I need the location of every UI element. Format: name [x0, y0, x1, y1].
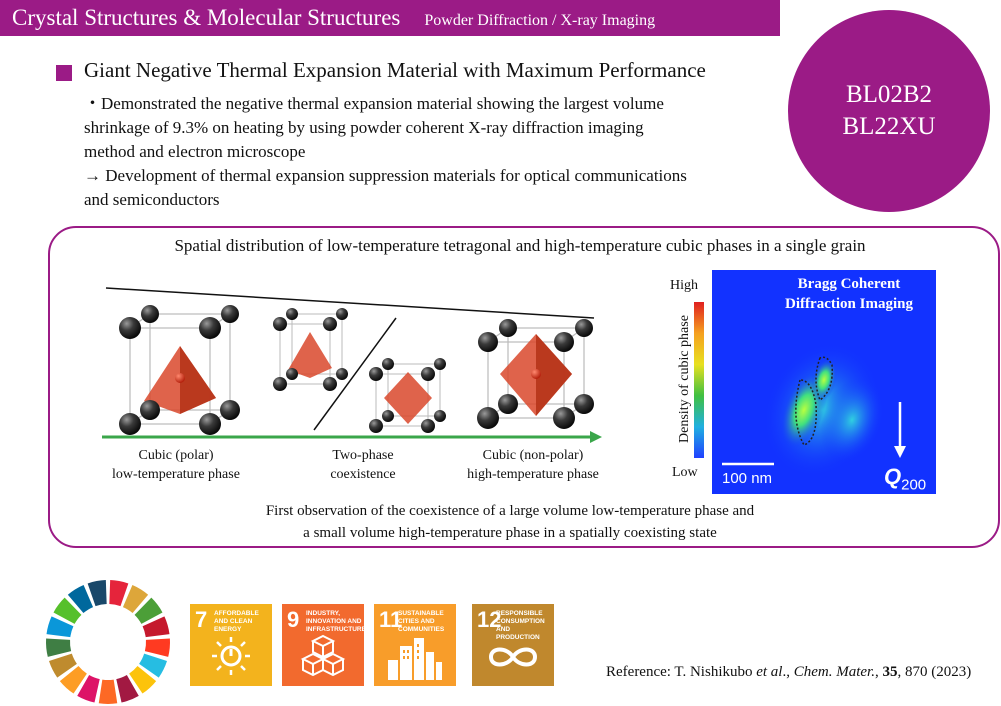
caption-line-2: a small volume high-temperature phase in…: [303, 525, 717, 541]
sun-power-icon: [212, 637, 250, 675]
sdg-tile-7: 7 AFFORDABLE AND CLEAN ENERGY: [190, 604, 272, 686]
sdg-wheel-segment: [139, 653, 167, 678]
infinity-icon: [488, 647, 538, 667]
q-vector-letter: Q: [884, 464, 902, 489]
sdg-wheel-segment: [116, 674, 139, 703]
reference: Reference: T. Nishikubo et al., Chem. Ma…: [606, 664, 971, 681]
phase-low-line2: low-temperature phase: [112, 467, 240, 482]
body-line: → Development of thermal expansion suppr…: [84, 166, 687, 185]
sdg-wheel-segment: [109, 580, 129, 607]
colorbar-axis-label: Density of cubic phase: [677, 315, 692, 443]
coexist-divider: [313, 317, 397, 431]
reference-rest: , 870 (2023): [897, 664, 972, 680]
reference-prefix: Reference: T. Nishikubo: [606, 664, 757, 680]
phase-coexist-line1: Two-phase: [332, 448, 394, 463]
sdg-wheel-icon: [45, 580, 171, 705]
figure-panel: [48, 226, 1000, 548]
scale-bar-label: 100 nm: [722, 470, 773, 487]
bcdi-density-map: [722, 342, 906, 478]
sdg-text: RESPONSIBLE CONSUMPTION AND PRODUCTION: [496, 610, 545, 641]
header-bar: Crystal Structures & Molecular Structure…: [0, 0, 780, 36]
sdg-tile-9: 9 INDUSTRY, INNOVATION AND INFRASTRUCTUR…: [282, 604, 366, 686]
phase-label-coexist: Two-phase coexistence: [303, 446, 423, 484]
city-icon: [388, 638, 442, 680]
cubic-cell: [477, 319, 594, 429]
header-subtitle: Powder Diffraction / X-ray Imaging: [424, 12, 656, 29]
colorbar: [694, 302, 704, 458]
header-title: Crystal Structures & Molecular Structure…: [12, 5, 401, 30]
sdg-wheel-segment: [98, 679, 118, 705]
tetragonal-cell: [119, 305, 240, 435]
body-line: and semiconductors: [84, 190, 220, 209]
figure-title: Spatial distribution of low-temperature …: [174, 236, 866, 255]
q-vector-arrowhead: [894, 446, 906, 458]
phase-coexist-line2: coexistence: [330, 467, 396, 482]
body-line: shrinkage of 9.3% on heating by using po…: [84, 118, 644, 137]
reference-mid: .,: [782, 664, 794, 680]
sdg-wheel-segment: [67, 585, 94, 614]
beamline-1: BL02B2: [845, 81, 933, 108]
body-line: ・Demonstrated the negative thermal expan…: [84, 94, 664, 113]
coexist-cubic-cell: [369, 358, 446, 433]
sdg-number: 11: [379, 607, 403, 632]
crystal-structures-illustration: [102, 287, 602, 443]
sdg-text: INDUSTRY, INNOVATION AND INFRASTRUCTURE: [306, 610, 366, 633]
reference-journal: Chem. Mater.: [793, 664, 875, 680]
wedge-line: [105, 287, 595, 319]
sdg-wheel-segment: [142, 616, 170, 638]
sdg-text: AFFORDABLE AND CLEAN ENERGY: [214, 610, 259, 633]
sdg-wheel-segment: [122, 585, 149, 614]
q-vector-sub: 200: [901, 476, 927, 494]
sdg-text: SUSTAINABLE CITIES AND COMMUNITIES: [398, 610, 445, 633]
sdg-wheel-segment: [144, 638, 171, 657]
reference-volume: 35: [882, 664, 898, 680]
section-title: Giant Negative Thermal Expansion Materia…: [84, 58, 706, 82]
sdg-wheel-segment: [59, 665, 87, 694]
bcdi-image: Bragg Coherent Diffraction Imaging 100 n…: [712, 270, 936, 494]
beamline-badge: BL02B2 BL22XU: [788, 10, 990, 212]
colorbar-low-label: Low: [672, 465, 698, 480]
sdg-wheel-segment: [45, 638, 72, 657]
phase-high-line2: high-temperature phase: [467, 467, 599, 482]
beamline-2: BL22XU: [842, 113, 936, 140]
sdg-tile-12: 12 RESPONSIBLE CONSUMPTION AND PRODUCTIO…: [472, 604, 554, 686]
sdg-number: 9: [287, 607, 300, 632]
sdg-wheel-segment: [46, 616, 74, 638]
phase-high-line1: Cubic (non-polar): [482, 448, 584, 463]
figure-caption: First observation of the coexistence of …: [0, 500, 1001, 544]
bcdi-title-2: Diffraction Imaging: [785, 296, 913, 312]
bcdi-title-1: Bragg Coherent: [797, 276, 901, 292]
cubes-icon: [300, 634, 346, 677]
sdg-wheel-segment: [87, 580, 107, 607]
colorbar-high-label: High: [670, 278, 698, 293]
caption-line-1: First observation of the coexistence of …: [265, 503, 755, 519]
reference-etal: et al: [756, 664, 783, 680]
sdg-wheel-segment: [134, 597, 163, 624]
phase-arrow-head: [590, 431, 602, 443]
body-line: method and electron microscope: [84, 142, 306, 161]
sdg-number: 12: [477, 607, 502, 632]
coexist-tetragonal-cell: [273, 308, 348, 391]
phase-label-high: Cubic (non-polar) high-temperature phase: [452, 446, 614, 484]
section-bullet: [56, 65, 72, 81]
sdg-wheel-segment: [53, 597, 82, 624]
sdg-wheel-segment: [77, 674, 100, 703]
phase-low-line1: Cubic (polar): [138, 448, 214, 463]
phase-label-low: Cubic (polar) low-temperature phase: [96, 446, 256, 484]
sdg-number: 7: [195, 607, 208, 632]
sdg-wheel-segment: [49, 653, 77, 678]
sdg-wheel-segment: [129, 665, 157, 694]
reference-sep: ,: [874, 664, 883, 680]
section-body: ・Demonstrated the negative thermal expan…: [84, 92, 804, 212]
sdg-tile-11: 11 SUSTAINABLE CITIES AND COMMUNITIES: [374, 604, 456, 686]
q-vector-label: Q200: [884, 464, 926, 493]
